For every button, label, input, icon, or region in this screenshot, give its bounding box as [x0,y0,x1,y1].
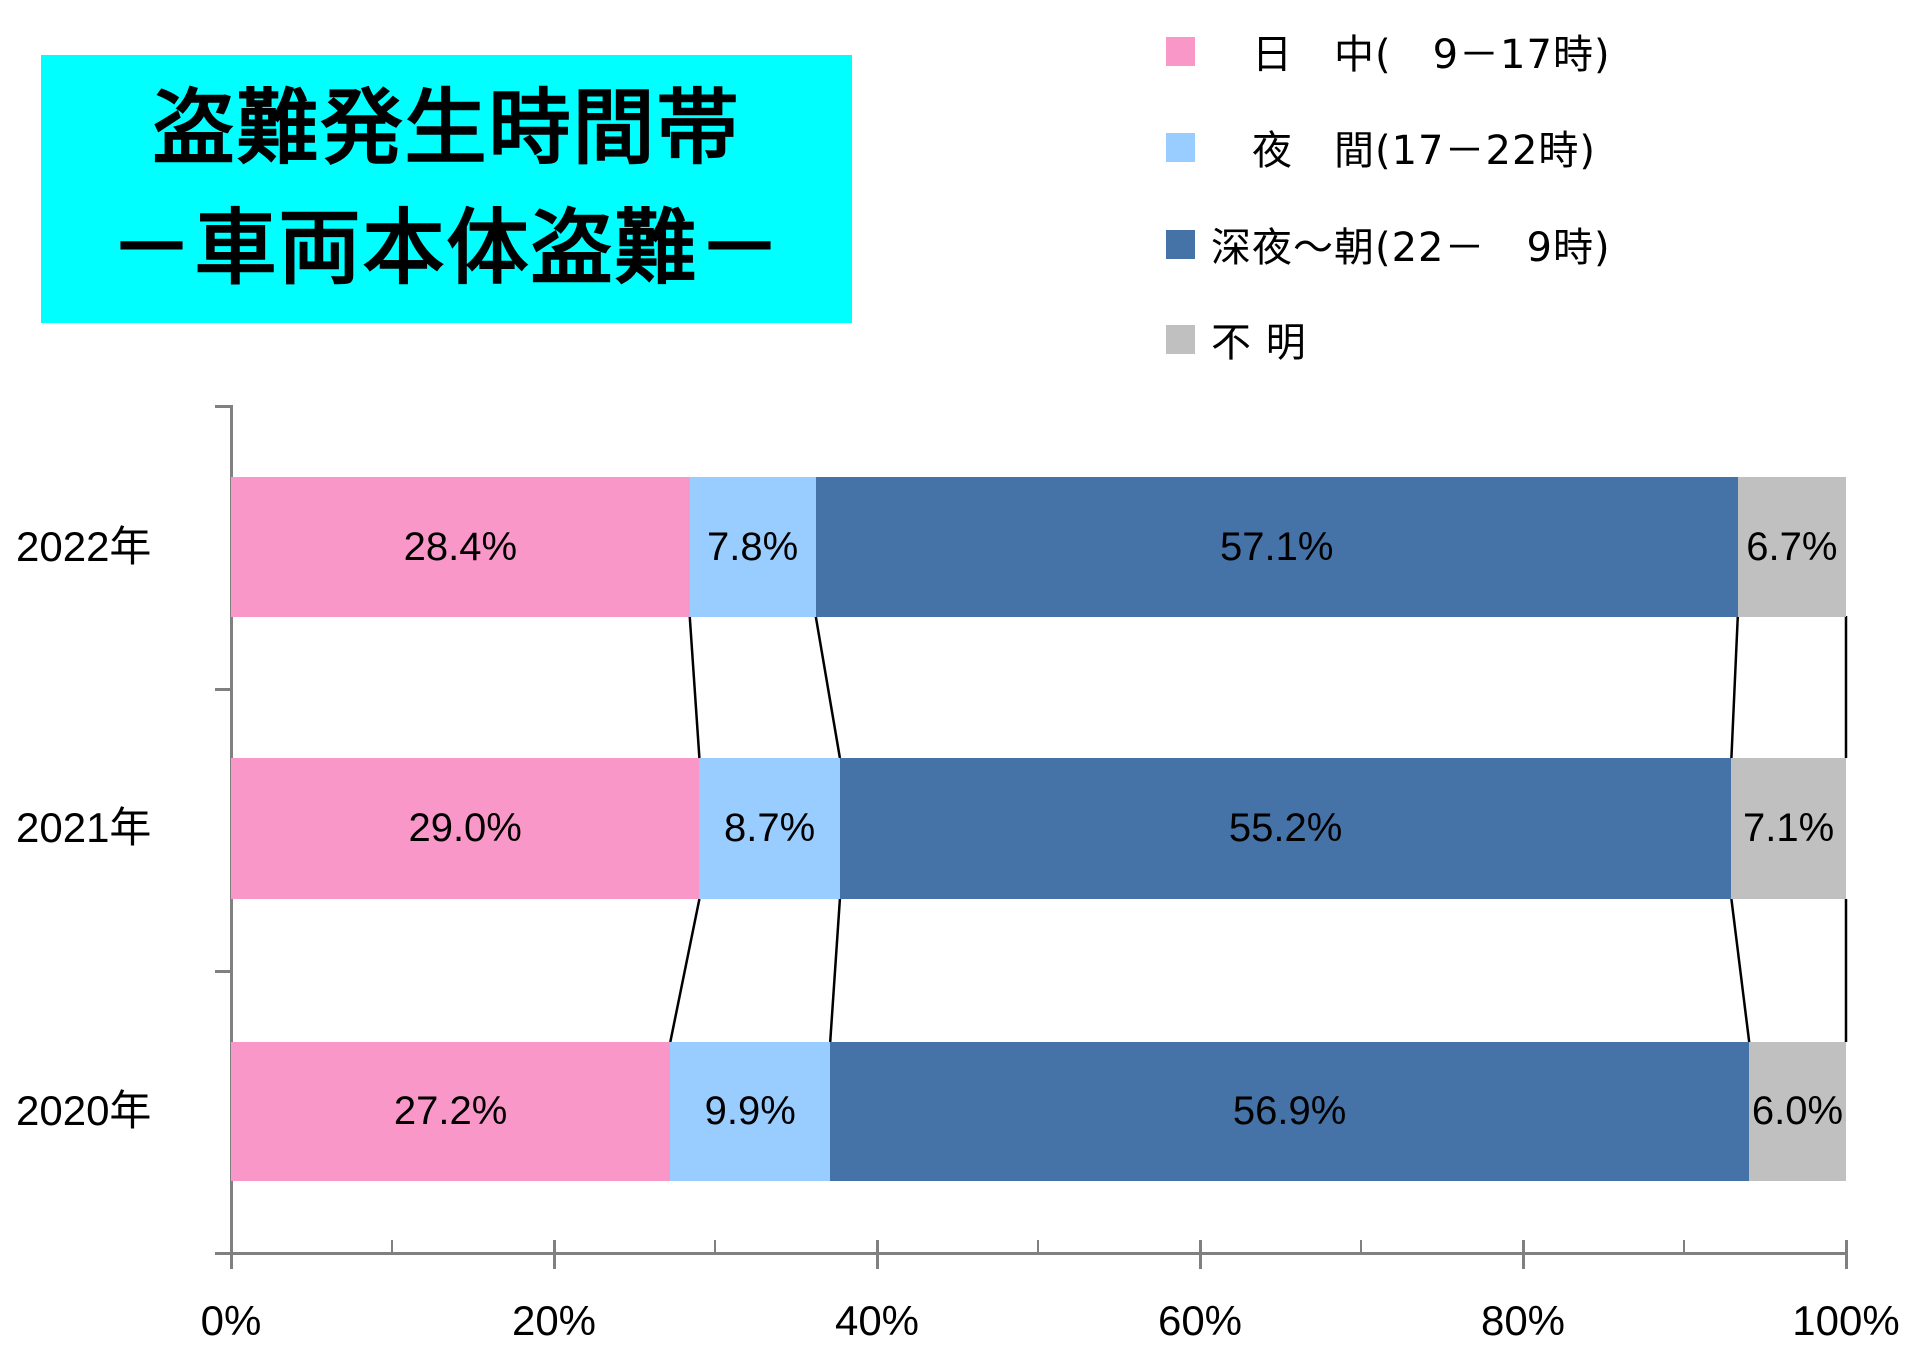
y-category-label: 2021年 [16,804,152,851]
data-label: 29.0% [408,806,522,850]
chart-subtitle: －車両本体盗難－ [110,201,783,296]
legend-swatch-unknown [1166,324,1195,354]
bar-segment-daytime: 29.0% [231,758,700,899]
data-label: 56.9% [1232,1089,1347,1133]
chart-title-box: 盗難発生時間帯 －車両本体盗難－ [41,55,852,323]
x-axis-major-tick [553,1240,556,1269]
x-axis-minor-tick [1037,1240,1039,1254]
data-label: 28.4% [403,524,518,569]
data-label: 8.7% [724,806,816,850]
data-label: 7.1% [1743,806,1835,850]
x-axis [215,1252,1848,1255]
bar-segment-daytime: 27.2% [231,1042,671,1181]
x-axis-minor-tick [391,1240,393,1254]
x-axis-major-tick [230,1240,233,1269]
x-axis-minor-tick [1360,1240,1362,1254]
data-label: 6.0% [1751,1089,1844,1133]
x-axis-minor-tick [1683,1240,1685,1254]
x-axis-major-tick [1522,1240,1525,1269]
y-axis-tick [215,688,231,691]
legend-item-unknown: 不 明 [1166,309,1307,369]
bar-segment-evening: 9.9% [670,1042,831,1181]
data-label: 6.7% [1746,524,1838,569]
legend-swatch-night [1166,229,1195,259]
x-tick-label: 0% [200,1297,262,1344]
bar-2022: 28.4% 7.8% 57.1% 6.7% [231,477,1846,617]
x-axis-major-tick [876,1240,879,1269]
x-axis-major-tick [1845,1240,1848,1269]
x-tick-label: 80% [1480,1297,1566,1344]
bar-segment-unknown: 6.7% [1737,477,1846,617]
chart-title: 盗難発生時間帯 [152,81,741,176]
bar-segment-evening: 7.8% [689,477,816,617]
bar-2021: 29.0% 8.7% 55.2% 7.1% [231,758,1846,899]
bar-segment-night: 57.1% [815,477,1738,617]
legend-item-evening: 夜 間(17－22時) [1166,117,1596,177]
legend-label: 日 中( 9－17時) [1211,32,1611,78]
y-axis-tick [215,405,231,408]
x-tick-label: 100% [1792,1297,1900,1344]
bar-segment-evening: 8.7% [699,758,840,899]
bar-segment-daytime: 28.4% [231,477,690,617]
data-label: 9.9% [704,1089,796,1133]
x-axis-major-tick [1199,1240,1202,1269]
data-label: 55.2% [1228,806,1343,850]
data-label: 7.8% [707,524,799,569]
bar-segment-unknown: 7.1% [1731,758,1846,899]
x-tick-label: 60% [1157,1297,1243,1344]
legend-item-daytime: 日 中( 9－17時) [1166,21,1611,81]
bar-segment-night: 56.9% [830,1042,1750,1181]
legend-label: 深夜～朝(22－ 9時) [1211,225,1611,271]
legend-label: 夜 間(17－22時) [1211,128,1597,174]
legend-item-night: 深夜～朝(22－ 9時) [1166,214,1611,274]
legend-swatch-daytime [1166,36,1195,66]
x-tick-label: 40% [834,1297,920,1344]
bar-segment-night: 55.2% [839,758,1732,899]
x-axis-minor-tick [714,1240,716,1254]
y-axis-tick [215,970,231,973]
x-tick-label: 20% [511,1297,597,1344]
legend-label: 不 明 [1211,320,1307,366]
y-category-label: 2022年 [16,523,152,570]
bar-segment-unknown: 6.0% [1749,1042,1846,1181]
data-label: 27.2% [393,1089,508,1133]
y-category-label: 2020年 [16,1087,152,1134]
legend-swatch-evening [1166,132,1195,162]
bar-2020: 27.2% 9.9% 56.9% 6.0% [231,1042,1846,1181]
data-label: 57.1% [1219,524,1334,569]
